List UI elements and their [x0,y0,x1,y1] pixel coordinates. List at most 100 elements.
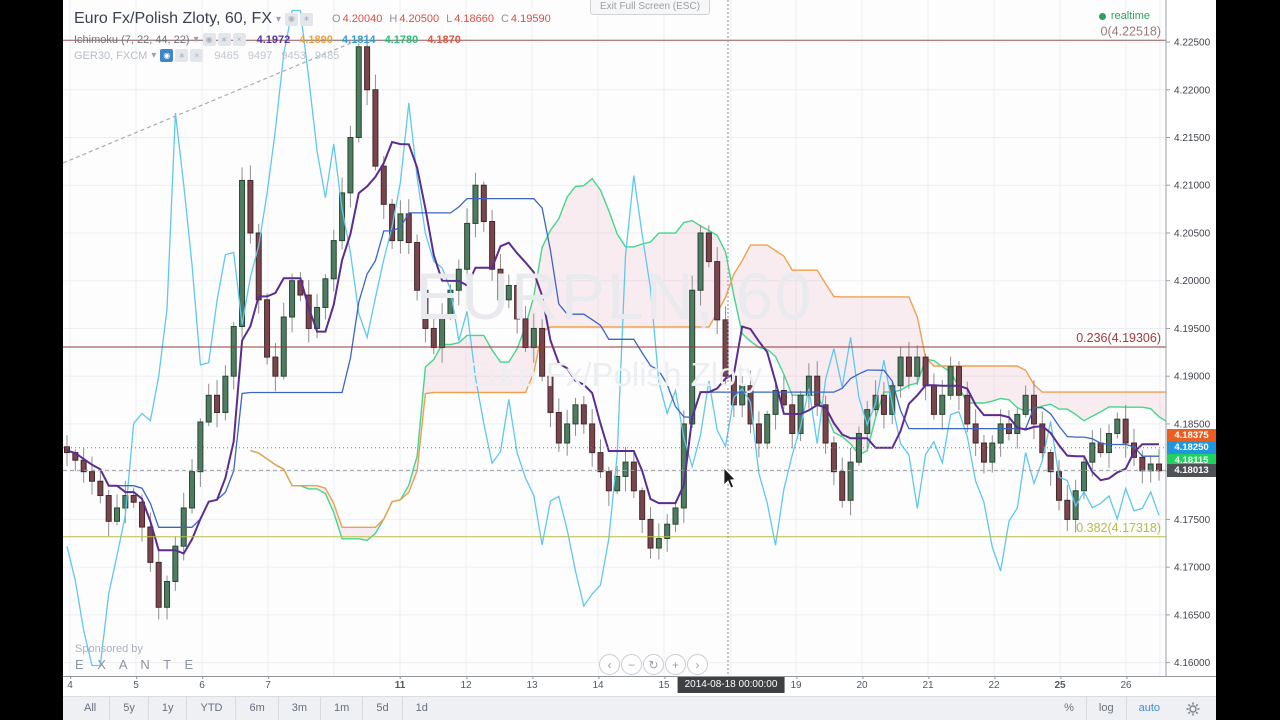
sponsor-logo[interactable]: E X A N T E [75,657,199,672]
chart-plot-area[interactable]: 0(4.22518) 0.236(4.19306) 0.382(4.17318) 4.… [63,0,1216,676]
grid-lines [63,0,1166,676]
gear-icon[interactable]: ∗ [217,33,231,46]
svg-text:4.19500: 4.19500 [1174,324,1211,335]
ohlc-values: O 4.20040 H 4.20500 L 4.18660 C 4.19590 [325,13,551,25]
ohlc-key: O [332,13,341,25]
ohlc-value: 4.20500 [399,13,440,25]
chart-nav-controls: ‹ − ↻ + › [599,654,709,675]
exit-fullscreen-tooltip: Exit Full Screen (ESC) [590,0,711,15]
indicator-values: 4.1972 4.1890 4.1814 4.1780 4.1870 [248,34,461,46]
svg-text:4.18500: 4.18500 [1174,419,1211,430]
reset-view-button[interactable]: ↻ [643,654,664,675]
ohlc-value: 4.20040 [342,13,383,25]
svg-text:4.21500: 4.21500 [1174,133,1211,144]
chevron-down-icon[interactable]: ▾ [151,50,157,61]
time-axis-label: 5 [133,676,139,691]
trading-chart-app: 0(4.22518) 0.236(4.19306) 0.382(4.17318) 4.… [63,0,1216,720]
gear-icon[interactable]: ∗ [175,49,189,62]
realtime-label: realtime [1110,10,1150,22]
svg-text:0.382(4.17318): 0.382(4.17318) [1076,521,1161,535]
zoom-out-button[interactable]: − [621,654,642,675]
indicator-value: 4.1890 [299,33,333,46]
eye-icon[interactable]: ◉ [202,33,216,46]
compare-value: 9485 [314,49,340,62]
time-axis-label: 13 [526,676,538,691]
sponsor-block: Sponsored by E X A N T E [75,643,198,672]
svg-text:0(4.22518): 0(4.22518) [1101,24,1161,38]
time-axis-label: 4 [67,676,73,691]
indicator-value: 4.1870 [427,33,461,46]
time-axis-label: 12 [460,676,472,691]
scroll-left-button[interactable]: ‹ [599,654,620,675]
indicator-value: 4.1814 [341,33,376,46]
zoom-in-button[interactable]: + [665,654,686,675]
range-button-5y[interactable]: 5y [109,697,148,720]
svg-text:4.16500: 4.16500 [1174,610,1211,621]
ohlc-value: 4.19590 [510,13,551,25]
range-button-ytd[interactable]: YTD [186,697,235,720]
chevron-down-icon[interactable]: ▾ [276,13,282,25]
compare-value: 9497 [247,49,273,62]
indicator-value: 4.1780 [384,33,419,46]
realtime-dot-icon [1098,12,1106,20]
range-button-5d[interactable]: 5d [362,697,401,720]
time-axis-label: 19 [790,676,802,691]
bottom-toolbar: All 5y 1y YTD 6m 3m 1m 5d 1d % log auto [63,696,1216,720]
settings-gear-icon[interactable] [1172,697,1206,720]
gear-icon[interactable]: ∗ [300,12,314,26]
chevron-down-icon[interactable]: ▾ [193,34,199,45]
time-axis-label: 15 [658,676,670,691]
price-axis: 4.160004.165004.170004.175004.180004.185… [1165,0,1216,676]
ohlc-key: C [500,13,509,25]
price-chart[interactable]: 0(4.22518) 0.236(4.19306) 0.382(4.17318) 4.… [63,0,1216,676]
svg-text:4.16000: 4.16000 [1174,658,1211,669]
svg-text:4.20500: 4.20500 [1174,228,1211,239]
svg-text:4.21000: 4.21000 [1174,181,1211,192]
scale-button-auto[interactable]: auto [1125,697,1172,720]
svg-text:4.17500: 4.17500 [1174,515,1211,526]
ohlc-key: H [389,13,398,25]
time-axis-label: 25 [1054,676,1066,691]
time-axis-label: 26 [1120,676,1132,691]
compare-value: 9465 [214,49,239,62]
chart-legend: Euro Fx/Polish Zloty, 60, FX ▾ ◉ ∗ O 4.20… [74,10,551,62]
time-axis-label: 22 [988,676,1000,691]
indicator-value: 4.1972 [256,33,291,46]
compare-label[interactable]: GER30, FXCM [74,49,148,62]
close-icon[interactable]: × [190,49,204,62]
scale-button-percent[interactable]: % [1064,702,1074,714]
range-button-1m[interactable]: 1m [320,697,362,720]
ohlc-value: 4.18660 [454,13,494,25]
svg-text:4.22000: 4.22000 [1174,85,1211,96]
svg-text:4.17000: 4.17000 [1174,563,1211,574]
range-button-3m[interactable]: 3m [277,697,320,720]
svg-text:4.19000: 4.19000 [1174,372,1211,383]
time-axis-label: 7 [265,676,271,691]
eye-icon[interactable]: ◉ [285,12,299,26]
scale-button-log[interactable]: log [1085,697,1126,720]
svg-text:4.20000: 4.20000 [1174,276,1211,287]
scroll-right-button[interactable]: › [687,654,708,675]
close-icon[interactable]: × [232,33,246,46]
time-axis-label: 20 [856,676,868,691]
realtime-status: realtime [1098,10,1150,22]
eye-icon[interactable]: ◉ [160,49,174,62]
range-button-1y[interactable]: 1y [147,697,187,720]
indicator-label[interactable]: Ichimoku (7, 22, 44, 22) [74,33,190,46]
time-axis-label: 21 [922,676,934,691]
time-axis[interactable]: 4 5 6 7 11 12 13 14 15 19 20 21 22 25 26 2014-08-18 00:… [63,676,1216,696]
svg-text:4.22500: 4.22500 [1174,38,1211,49]
time-axis-label: 11 [394,676,406,691]
fib-levels: 0(4.22518) 0.236(4.19306) 0.382(4.17318) [63,24,1166,538]
range-button-6m[interactable]: 6m [235,697,277,720]
crosshair-date-tooltip: 2014-08-18 00:00:00 [677,677,785,693]
compare-values: 9465 9497 9453 9485 [205,50,339,62]
time-axis-label: 14 [592,676,604,691]
trend-line [63,37,364,164]
sponsor-prefix: Sponsored by [75,643,143,655]
range-button-1d[interactable]: 1d [401,697,441,720]
symbol-title[interactable]: Euro Fx/Polish Zloty, 60, FX [74,10,272,27]
ohlc-key: L [446,13,453,25]
range-button-all[interactable]: All [84,702,97,714]
price-label-badge: 4.18250 [1167,441,1216,455]
